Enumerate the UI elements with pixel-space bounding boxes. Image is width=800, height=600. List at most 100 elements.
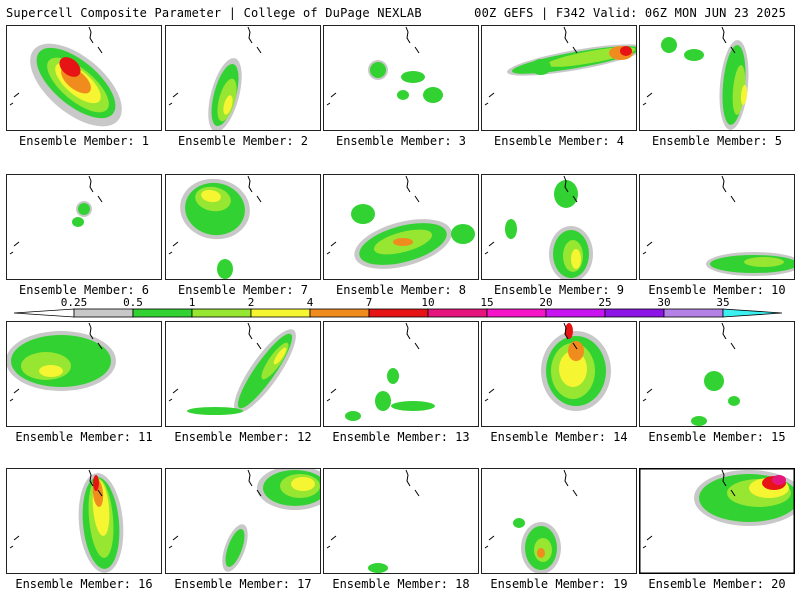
map-field-9 xyxy=(481,174,637,280)
scp-contour-3-2 xyxy=(401,71,425,83)
map-panel-9 xyxy=(481,174,637,280)
scp-contour-13-2 xyxy=(387,368,399,384)
map-panel-16 xyxy=(6,468,162,574)
colorbar-label-6: 10 xyxy=(421,296,434,309)
scp-contour-5-3 xyxy=(740,85,748,105)
scp-contour-2-3 xyxy=(223,95,233,115)
scp-contour-15-2 xyxy=(728,396,740,406)
colorbar-swatch-5 xyxy=(368,308,429,318)
map-panel-1 xyxy=(6,25,162,131)
coastline xyxy=(326,322,420,402)
colorbar-label-1: 0.5 xyxy=(123,296,143,309)
panel-caption: Ensemble Member: 6 xyxy=(18,283,150,297)
colorbar-swatch-11 xyxy=(722,308,783,318)
panel-frame xyxy=(165,174,321,280)
colorbar-legend: 0.25 0.5 1 2 4 7 10 15 20 25 30 35 xyxy=(0,296,800,320)
scp-contour-14-3 xyxy=(559,351,587,387)
panel-caption: Ensemble Member: 7 xyxy=(177,283,309,297)
map-field-12 xyxy=(165,321,321,427)
map-panel-2 xyxy=(165,25,321,131)
panel-frame xyxy=(6,25,162,131)
colorbar-swatch-3 xyxy=(250,308,311,318)
map-field-5 xyxy=(639,25,795,131)
panel-frame xyxy=(165,25,321,131)
scp-contour-13-3 xyxy=(345,411,361,421)
scp-contour-8-5 xyxy=(451,224,475,244)
panel-frame xyxy=(639,468,795,574)
map-field-11 xyxy=(6,321,162,427)
panel-caption: Ensemble Member: 11 xyxy=(15,430,153,444)
map-field-10 xyxy=(639,174,795,280)
scp-contour-8-4 xyxy=(351,204,375,224)
colorbar-swatch-10 xyxy=(663,308,724,318)
scp-contour-17-3 xyxy=(291,477,315,491)
scp-contour-18-0 xyxy=(368,563,388,573)
scp-contour-19-4 xyxy=(513,518,525,528)
colorbar-label-5: 7 xyxy=(366,296,373,309)
map-field-15 xyxy=(639,321,795,427)
scp-contour-5-5 xyxy=(684,49,704,61)
panel-frame xyxy=(6,321,162,427)
colorbar-label-9: 25 xyxy=(598,296,611,309)
colorbar-swatch-6 xyxy=(427,308,488,318)
coastline xyxy=(9,26,103,106)
scp-contour-13-0 xyxy=(375,391,391,411)
scp-contour-3-1 xyxy=(370,62,386,78)
map-field-19 xyxy=(481,468,637,574)
coastline xyxy=(168,26,262,106)
panel-frame xyxy=(323,174,479,280)
map-panel-7 xyxy=(165,174,321,280)
scp-contour-15-1 xyxy=(691,416,707,426)
scp-contour-6-2 xyxy=(72,217,84,227)
map-panel-19 xyxy=(481,468,637,574)
map-title: Supercell Composite Parameter | College … xyxy=(6,6,422,20)
colorbar-label-8: 20 xyxy=(539,296,552,309)
colorbar-label-0: 0.25 xyxy=(61,296,88,309)
coastline xyxy=(326,26,420,106)
map-panel-14 xyxy=(481,321,637,427)
panel-frame xyxy=(6,174,162,280)
panel-caption: Ensemble Member: 18 xyxy=(332,577,470,591)
scp-contour-12-4 xyxy=(187,407,243,415)
colorbar-swatch-2 xyxy=(191,308,252,318)
scp-contour-9-5 xyxy=(505,219,517,239)
colorbar-scale: 0.25 0.5 1 2 4 7 10 15 20 25 30 35 xyxy=(13,296,783,318)
map-panel-5 xyxy=(639,25,795,131)
scp-contour-16-5 xyxy=(93,475,99,491)
coastline xyxy=(484,175,578,255)
panel-caption: Ensemble Member: 15 xyxy=(648,430,786,444)
colorbar-swatch-1 xyxy=(132,308,193,318)
panel-frame xyxy=(323,25,479,131)
scp-contour-7-3 xyxy=(201,189,221,203)
panel-frame xyxy=(639,321,795,427)
panel-caption: Ensemble Member: 3 xyxy=(335,134,467,148)
colorbar-label-7: 15 xyxy=(480,296,493,309)
map-panel-20 xyxy=(639,468,795,574)
panel-frame xyxy=(481,321,637,427)
scp-contour-8-3 xyxy=(393,238,413,246)
map-field-1 xyxy=(6,25,162,131)
header: Supercell Composite Parameter | College … xyxy=(0,0,800,24)
scp-contour-20-5 xyxy=(772,475,786,485)
coastline xyxy=(642,26,736,106)
colorbar-swatch-7 xyxy=(486,308,547,318)
colorbar-swatch-4 xyxy=(309,308,370,318)
scp-contour-4-5 xyxy=(531,59,551,75)
panel-caption: Ensemble Member: 2 xyxy=(177,134,309,148)
panel-caption: Ensemble Member: 14 xyxy=(490,430,628,444)
coastline xyxy=(9,175,103,255)
coastline xyxy=(642,322,736,402)
map-field-16 xyxy=(6,468,162,574)
map-panel-13 xyxy=(323,321,479,427)
coastline xyxy=(642,469,736,549)
panel-caption: Ensemble Member: 20 xyxy=(648,577,786,591)
panel-caption: Ensemble Member: 12 xyxy=(174,430,312,444)
scp-contour-10-2 xyxy=(744,257,784,267)
map-field-20 xyxy=(639,468,795,574)
panel-caption: Ensemble Member: 16 xyxy=(15,577,153,591)
coastline xyxy=(168,469,262,549)
map-panel-12 xyxy=(165,321,321,427)
map-panel-17 xyxy=(165,468,321,574)
map-panel-3 xyxy=(323,25,479,131)
